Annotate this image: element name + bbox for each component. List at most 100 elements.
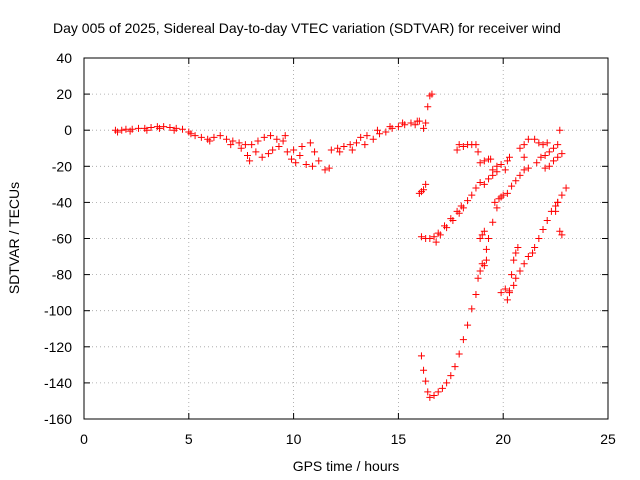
data-point [122, 125, 130, 133]
y-tick-label: 20 [56, 86, 72, 102]
data-point [426, 393, 434, 401]
data-point [543, 139, 551, 147]
data-point [480, 157, 488, 165]
data-point [197, 133, 205, 141]
data-point [558, 150, 566, 158]
y-tick-label: -100 [44, 303, 72, 319]
data-point [422, 377, 430, 385]
data-point [503, 296, 511, 304]
x-tick-label: 0 [80, 431, 88, 447]
data-point [508, 271, 516, 279]
data-point [191, 132, 199, 140]
data-point [482, 256, 490, 264]
y-tick-label: -80 [52, 267, 72, 283]
data-point [550, 144, 558, 152]
data-point [369, 135, 377, 143]
data-point [453, 146, 461, 154]
data-point [520, 141, 528, 149]
data-point [562, 184, 570, 192]
data-point [308, 162, 316, 170]
data-point [352, 139, 360, 147]
data-point [443, 224, 451, 232]
data-point [497, 289, 505, 297]
data-point [155, 124, 163, 132]
grid [84, 58, 608, 419]
data-point [438, 384, 446, 392]
y-tick-label: 0 [64, 122, 72, 138]
data-point [206, 137, 214, 145]
data-point [550, 157, 558, 165]
data-point [430, 233, 438, 241]
data-point [357, 133, 365, 141]
y-tick-label: -40 [52, 194, 72, 210]
data-point [411, 121, 419, 129]
data-point [290, 146, 298, 154]
data-point [434, 388, 442, 396]
data-point [499, 191, 507, 199]
y-tick-label: -140 [44, 375, 72, 391]
x-tick-label: 15 [391, 431, 407, 447]
data-point [554, 198, 562, 206]
data-point [258, 153, 266, 161]
data-point [476, 267, 484, 275]
data-point [382, 128, 390, 136]
data-points [111, 90, 570, 401]
x-tick-label: 5 [185, 431, 193, 447]
data-point [334, 144, 342, 152]
data-point [455, 141, 463, 149]
data-point [472, 290, 480, 298]
data-point [254, 137, 262, 145]
data-point [376, 130, 384, 138]
data-point [407, 119, 415, 127]
data-point [420, 186, 428, 194]
data-point [327, 146, 335, 154]
data-point [514, 244, 522, 252]
data-point [491, 198, 499, 206]
data-point [489, 171, 497, 179]
data-point [524, 135, 532, 143]
data-point [302, 160, 310, 168]
data-point [229, 137, 237, 145]
data-point [558, 231, 566, 239]
data-point [545, 148, 553, 156]
data-point [480, 227, 488, 235]
data-point [281, 132, 289, 140]
data-point [493, 204, 501, 212]
data-point [179, 125, 187, 133]
data-point [485, 175, 493, 183]
data-point [464, 197, 472, 205]
data-point [535, 235, 543, 242]
data-point [288, 155, 296, 163]
data-point [510, 281, 518, 289]
data-point [476, 159, 484, 167]
data-point [512, 249, 520, 257]
data-point [510, 256, 518, 264]
data-point [520, 166, 528, 174]
data-point [535, 139, 543, 147]
data-point [541, 164, 549, 172]
data-point [283, 148, 291, 156]
data-point [426, 235, 434, 242]
data-point [420, 124, 428, 132]
data-point [386, 123, 394, 131]
x-tick-labels: 0 5 10 15 20 25 [80, 431, 616, 447]
data-point [489, 218, 497, 226]
data-point [480, 180, 488, 188]
plot-frame [83, 57, 609, 420]
data-point [524, 253, 532, 261]
data-point [306, 139, 314, 147]
data-point [246, 157, 254, 165]
data-point [420, 366, 428, 374]
data-point [336, 148, 344, 156]
data-point [541, 151, 549, 159]
data-point [267, 132, 275, 140]
x-tick-label: 20 [495, 431, 511, 447]
data-point [252, 148, 260, 156]
data-point [554, 153, 562, 161]
data-point [459, 336, 467, 344]
data-point [160, 123, 168, 131]
data-point [516, 267, 524, 275]
data-point [273, 135, 281, 143]
data-point [505, 289, 513, 297]
data-point [428, 90, 436, 98]
